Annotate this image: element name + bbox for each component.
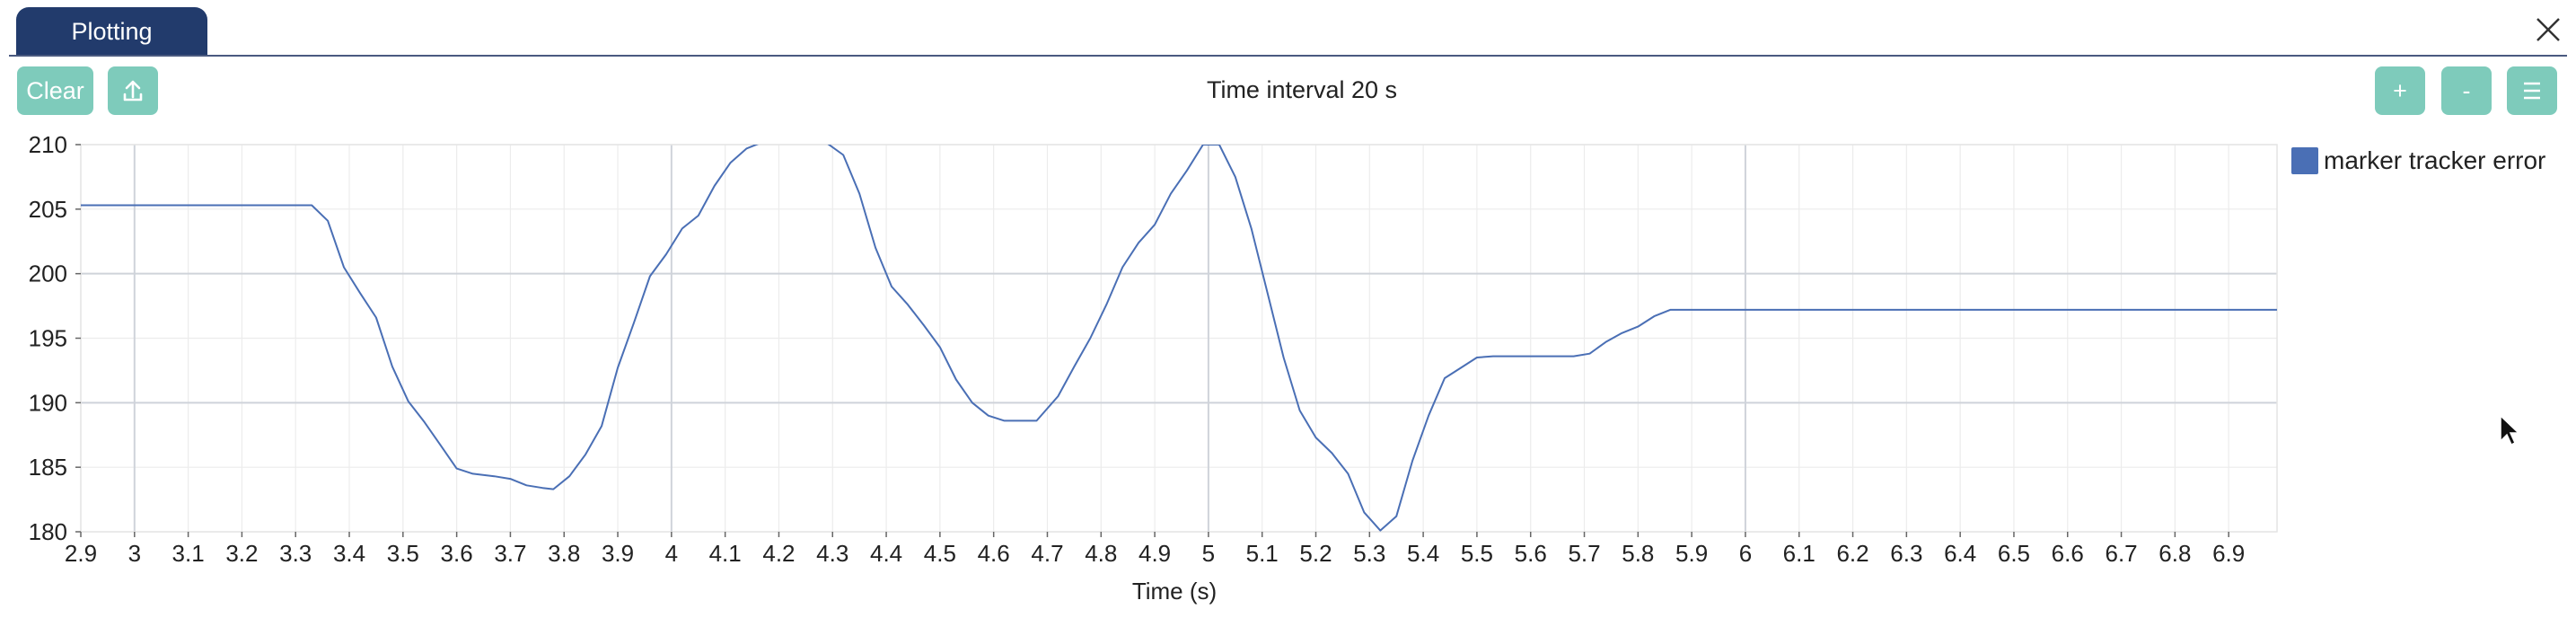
chart-title: Time interval 20 s bbox=[1206, 76, 1398, 103]
x-tick-label: 4 bbox=[665, 540, 678, 567]
legend-label: marker tracker error bbox=[2324, 146, 2546, 174]
x-tick-label: 3.8 bbox=[548, 540, 580, 567]
hamburger-icon bbox=[2524, 82, 2540, 100]
y-tick-label: 185 bbox=[29, 454, 67, 481]
series-line-0[interactable] bbox=[81, 139, 2277, 532]
close-icon[interactable] bbox=[2533, 14, 2563, 45]
y-axis: 180 185 190 195 200 205 210 bbox=[29, 131, 81, 545]
x-tick-label: 3.9 bbox=[602, 540, 634, 567]
x-tick-label: 3.2 bbox=[225, 540, 258, 567]
x-axis-label: Time (s) bbox=[1132, 578, 1217, 605]
x-tick-label: 3 bbox=[128, 540, 141, 567]
x-tick-label: 6.8 bbox=[2158, 540, 2191, 567]
x-tick-label: 6.4 bbox=[1944, 540, 1976, 567]
x-tick-label: 5.3 bbox=[1353, 540, 1385, 567]
x-tick-label: 4.8 bbox=[1085, 540, 1117, 567]
grid-major bbox=[81, 145, 2277, 532]
mouse-cursor-icon bbox=[2500, 414, 2520, 446]
tab-plotting[interactable]: Plotting bbox=[16, 7, 207, 57]
legend-swatch bbox=[2291, 147, 2318, 174]
x-tick-label: 4.4 bbox=[870, 540, 902, 567]
x-tick-label: 3.1 bbox=[172, 540, 205, 567]
export-button[interactable] bbox=[108, 66, 158, 115]
y-tick-label: 210 bbox=[29, 131, 67, 158]
upload-icon bbox=[123, 80, 143, 102]
legend[interactable]: marker tracker error bbox=[2291, 145, 2545, 177]
series-layer bbox=[81, 139, 2277, 532]
x-tick-label: 4.9 bbox=[1139, 540, 1171, 567]
x-tick-label: 3.5 bbox=[387, 540, 419, 567]
x-tick-label: 3.4 bbox=[333, 540, 365, 567]
zoom-out-button[interactable]: - bbox=[2441, 66, 2492, 115]
x-tick-label: 4.6 bbox=[978, 540, 1010, 567]
x-tick-label: 6.9 bbox=[2212, 540, 2245, 567]
x-tick-label: 6 bbox=[1739, 540, 1752, 567]
grid-minor bbox=[80, 144, 2277, 533]
x-tick-label: 6.7 bbox=[2105, 540, 2137, 567]
x-tick-label: 6.3 bbox=[1890, 540, 1922, 567]
y-tick-label: 180 bbox=[29, 518, 67, 545]
y-tick-label: 200 bbox=[29, 260, 67, 287]
y-tick-label: 205 bbox=[29, 196, 67, 223]
zoom-in-button[interactable]: + bbox=[2375, 66, 2425, 115]
x-tick-label: 3.7 bbox=[494, 540, 526, 567]
x-tick-label: 6.5 bbox=[1998, 540, 2030, 567]
x-tick-label: 5.2 bbox=[1299, 540, 1332, 567]
line-chart[interactable]: 180 185 190 195 200 205 210 2.9 3 3.1 3.2 3.3 3.4 3.… bbox=[0, 126, 2576, 618]
x-tick-label: 5.6 bbox=[1515, 540, 1547, 567]
x-tick-label: 5.5 bbox=[1461, 540, 1493, 567]
x-tick-label: 4.2 bbox=[762, 540, 795, 567]
tab-bar: Plotting bbox=[0, 0, 2576, 57]
x-tick-label: 4.5 bbox=[924, 540, 956, 567]
menu-button[interactable] bbox=[2507, 66, 2557, 115]
y-tick-label: 190 bbox=[29, 389, 67, 416]
x-axis: 2.9 3 3.1 3.2 3.3 3.4 3.5 3.6 3.7 3.8 3.9 4 4.1 4.2 4.… bbox=[65, 532, 2245, 567]
x-tick-label: 5.9 bbox=[1675, 540, 1708, 567]
x-tick-label: 5.1 bbox=[1246, 540, 1279, 567]
x-tick-label: 2.9 bbox=[65, 540, 97, 567]
x-tick-label: 5.8 bbox=[1622, 540, 1654, 567]
x-tick-label: 4.1 bbox=[709, 540, 742, 567]
x-tick-label: 5.4 bbox=[1407, 540, 1439, 567]
x-tick-label: 6.6 bbox=[2052, 540, 2084, 567]
clear-button[interactable]: Clear bbox=[17, 66, 93, 115]
x-tick-label: 6.2 bbox=[1836, 540, 1868, 567]
x-tick-label: 3.6 bbox=[441, 540, 473, 567]
x-tick-label: 6.1 bbox=[1783, 540, 1816, 567]
x-tick-label: 4.7 bbox=[1031, 540, 1063, 567]
x-tick-label: 3.3 bbox=[279, 540, 312, 567]
tab-underline bbox=[9, 55, 2567, 57]
x-tick-label: 5 bbox=[1202, 540, 1215, 567]
y-tick-label: 195 bbox=[29, 325, 67, 352]
x-tick-label: 5.7 bbox=[1568, 540, 1600, 567]
x-tick-label: 4.3 bbox=[816, 540, 848, 567]
